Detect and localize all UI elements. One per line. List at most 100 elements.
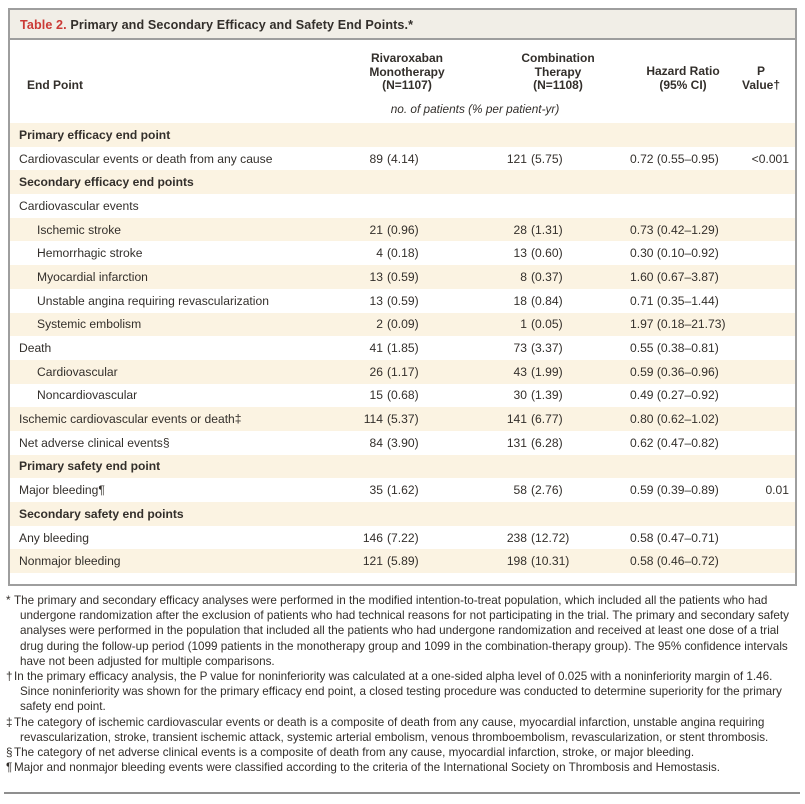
monotherapy-rate: (1.62)	[387, 483, 419, 498]
column-header-row: End Point Rivaroxaban Monotherapy (N=110…	[10, 40, 795, 123]
combination-rate: (2.76)	[531, 483, 563, 498]
monotherapy-count: 114	[363, 412, 383, 427]
combination-count: 28	[513, 222, 527, 237]
hazard-ratio-cell: 0.62 (0.47–0.82)	[630, 435, 719, 450]
monotherapy-rate: (7.22)	[387, 530, 419, 545]
combination-count: 121	[506, 151, 527, 166]
footnote: * The primary and secondary efficacy anal…	[6, 593, 799, 669]
column-header-monotherapy: Rivaroxaban Monotherapy (N=1107)	[369, 51, 445, 92]
footnote-text: The category of net adverse clinical eve…	[14, 746, 695, 760]
combination-rate: (1.39)	[531, 388, 563, 403]
monotherapy-count: 35	[369, 483, 383, 498]
hazard-ratio-cell: 1.60 (0.67–3.87)	[630, 269, 719, 284]
table-row: Death 41 (1.85) 73 (3.37) 0.55 (0.38–0.81)	[10, 336, 795, 360]
endpoint-cell: Noncardiovascular	[37, 388, 138, 403]
column-header-p-value: P Value†	[741, 64, 781, 92]
footnote: ‡The category of ischemic cardiovascular…	[6, 715, 799, 745]
combination-cell: 1 (0.05)	[430, 317, 575, 331]
column-header-combination: Combination Therapy (N=1108)	[521, 51, 595, 92]
monotherapy-cell: 121 (5.89)	[310, 554, 430, 568]
monotherapy-count: 84	[369, 435, 383, 450]
combination-count: 238	[506, 530, 527, 545]
p-value-cell: 0.01	[765, 483, 789, 498]
endpoint-cell: Myocardial infarction	[37, 269, 148, 284]
monotherapy-count: 13	[369, 293, 383, 308]
table-row: Ischemic cardiovascular events or death‡…	[10, 407, 795, 431]
footnote-text: Major and nonmajor bleeding events were …	[14, 761, 720, 775]
combination-cell: 13 (0.60)	[430, 246, 575, 260]
combination-rate: (5.75)	[531, 151, 563, 166]
hazard-ratio-cell: 0.49 (0.27–0.92)	[630, 388, 719, 403]
monotherapy-count: 41	[369, 341, 383, 356]
table-row: Cardiovascular events	[10, 194, 795, 218]
monotherapy-cell: 89 (4.14)	[310, 152, 430, 166]
monotherapy-count: 146	[362, 530, 383, 545]
bottom-rule	[4, 792, 800, 794]
monotherapy-cell: 13 (0.59)	[310, 294, 430, 308]
combination-count: 73	[513, 341, 527, 356]
combination-rate: (1.31)	[531, 222, 563, 237]
monotherapy-rate: (0.59)	[387, 269, 419, 284]
combination-cell: 121 (5.75)	[430, 152, 575, 166]
combination-cell: 198 (10.31)	[430, 554, 575, 568]
combination-cell: 141 (6.77)	[430, 412, 575, 426]
monotherapy-cell: 84 (3.90)	[310, 436, 430, 450]
combination-rate: (1.99)	[531, 364, 563, 379]
combination-cell: 43 (1.99)	[430, 365, 575, 379]
section-header-row: Primary efficacy end point	[10, 123, 795, 147]
endpoint-cell: Primary efficacy end point	[19, 127, 171, 142]
table-row: Major bleeding¶ 35 (1.62) 58 (2.76) 0.59 (0.3…	[10, 478, 795, 502]
monotherapy-rate: (0.96)	[387, 222, 419, 237]
monotherapy-count: 4	[376, 246, 383, 261]
footnote-text: The category of ischemic cardiovascular …	[14, 715, 769, 744]
endpoint-cell: Cardiovascular events or death from any …	[19, 151, 273, 166]
table-body: Primary efficacy end point Cardiovascular…	[10, 123, 795, 584]
table-row: Ischemic stroke 21 (0.96) 28 (1.31) 0.73 (0.4…	[10, 217, 795, 242]
hazard-ratio-cell: 0.73 (0.42–1.29)	[630, 222, 719, 237]
table-row: Net adverse clinical events§ 84 (3.90) 131 (…	[10, 431, 795, 455]
table-row: Unstable angina requiring revascularizat…	[10, 289, 795, 313]
monotherapy-count: 13	[369, 269, 383, 284]
monotherapy-count: 89	[369, 151, 383, 166]
monotherapy-rate: (3.90)	[387, 435, 419, 450]
endpoint-cell: Secondary safety end points	[19, 506, 184, 521]
table-row: Noncardiovascular 15 (0.68) 30 (1.39) 0.49 (0…	[10, 384, 795, 408]
combination-cell: 30 (1.39)	[430, 388, 575, 402]
monotherapy-count: 26	[369, 364, 383, 379]
endpoint-cell: Hemorrhagic stroke	[37, 246, 143, 261]
monotherapy-rate: (0.18)	[387, 246, 419, 261]
combination-rate: (0.60)	[531, 246, 563, 261]
monotherapy-rate: (1.17)	[387, 364, 419, 379]
combination-cell: 238 (12.72)	[430, 531, 575, 545]
combination-rate: (0.37)	[531, 269, 563, 284]
combination-count: 198	[506, 554, 527, 569]
combination-cell: 28 (1.31)	[430, 223, 575, 237]
table-row: Cardiovascular events or death from any …	[10, 147, 795, 171]
endpoint-cell: Secondary efficacy end points	[19, 175, 194, 190]
table-title-bar: Table 2. Primary and Secondary Efficacy …	[10, 10, 795, 40]
hazard-ratio-cell: 0.55 (0.38–0.81)	[630, 341, 719, 356]
monotherapy-cell: 21 (0.96)	[310, 223, 430, 237]
combination-cell: 8 (0.37)	[430, 270, 575, 284]
hazard-ratio-cell: 0.71 (0.35–1.44)	[630, 293, 719, 308]
monotherapy-rate: (5.37)	[387, 412, 419, 427]
footnote-text: In the primary efficacy analysis, the P …	[14, 670, 782, 714]
combination-count: 1	[520, 317, 527, 332]
combination-count: 43	[513, 364, 527, 379]
table-row: Systemic embolism 2 (0.09) 1 (0.05) 1.97 (0.1…	[10, 312, 795, 337]
table-number-label: Table 2.	[20, 18, 67, 32]
table-row: Hemorrhagic stroke 4 (0.18) 13 (0.60) 0.30 (0…	[10, 241, 795, 265]
footnote-marker: †	[6, 670, 13, 684]
combination-count: 30	[513, 388, 527, 403]
hazard-ratio-cell: 0.72 (0.55–0.95)	[630, 151, 719, 166]
hazard-ratio-cell: 0.59 (0.36–0.96)	[630, 364, 719, 379]
monotherapy-cell: 26 (1.17)	[310, 365, 430, 379]
footnote-marker: ¶	[6, 761, 13, 775]
monotherapy-count: 2	[376, 317, 383, 332]
endpoint-cell: Major bleeding¶	[19, 483, 105, 498]
table-row: Nonmajor bleeding 121 (5.89) 198 (10.31) 0.58…	[10, 549, 795, 574]
footnote-text: The primary and secondary efficacy analy…	[14, 594, 790, 668]
monotherapy-rate: (4.14)	[387, 151, 419, 166]
hazard-ratio-cell: 1.97 (0.18–21.73)	[630, 317, 726, 332]
